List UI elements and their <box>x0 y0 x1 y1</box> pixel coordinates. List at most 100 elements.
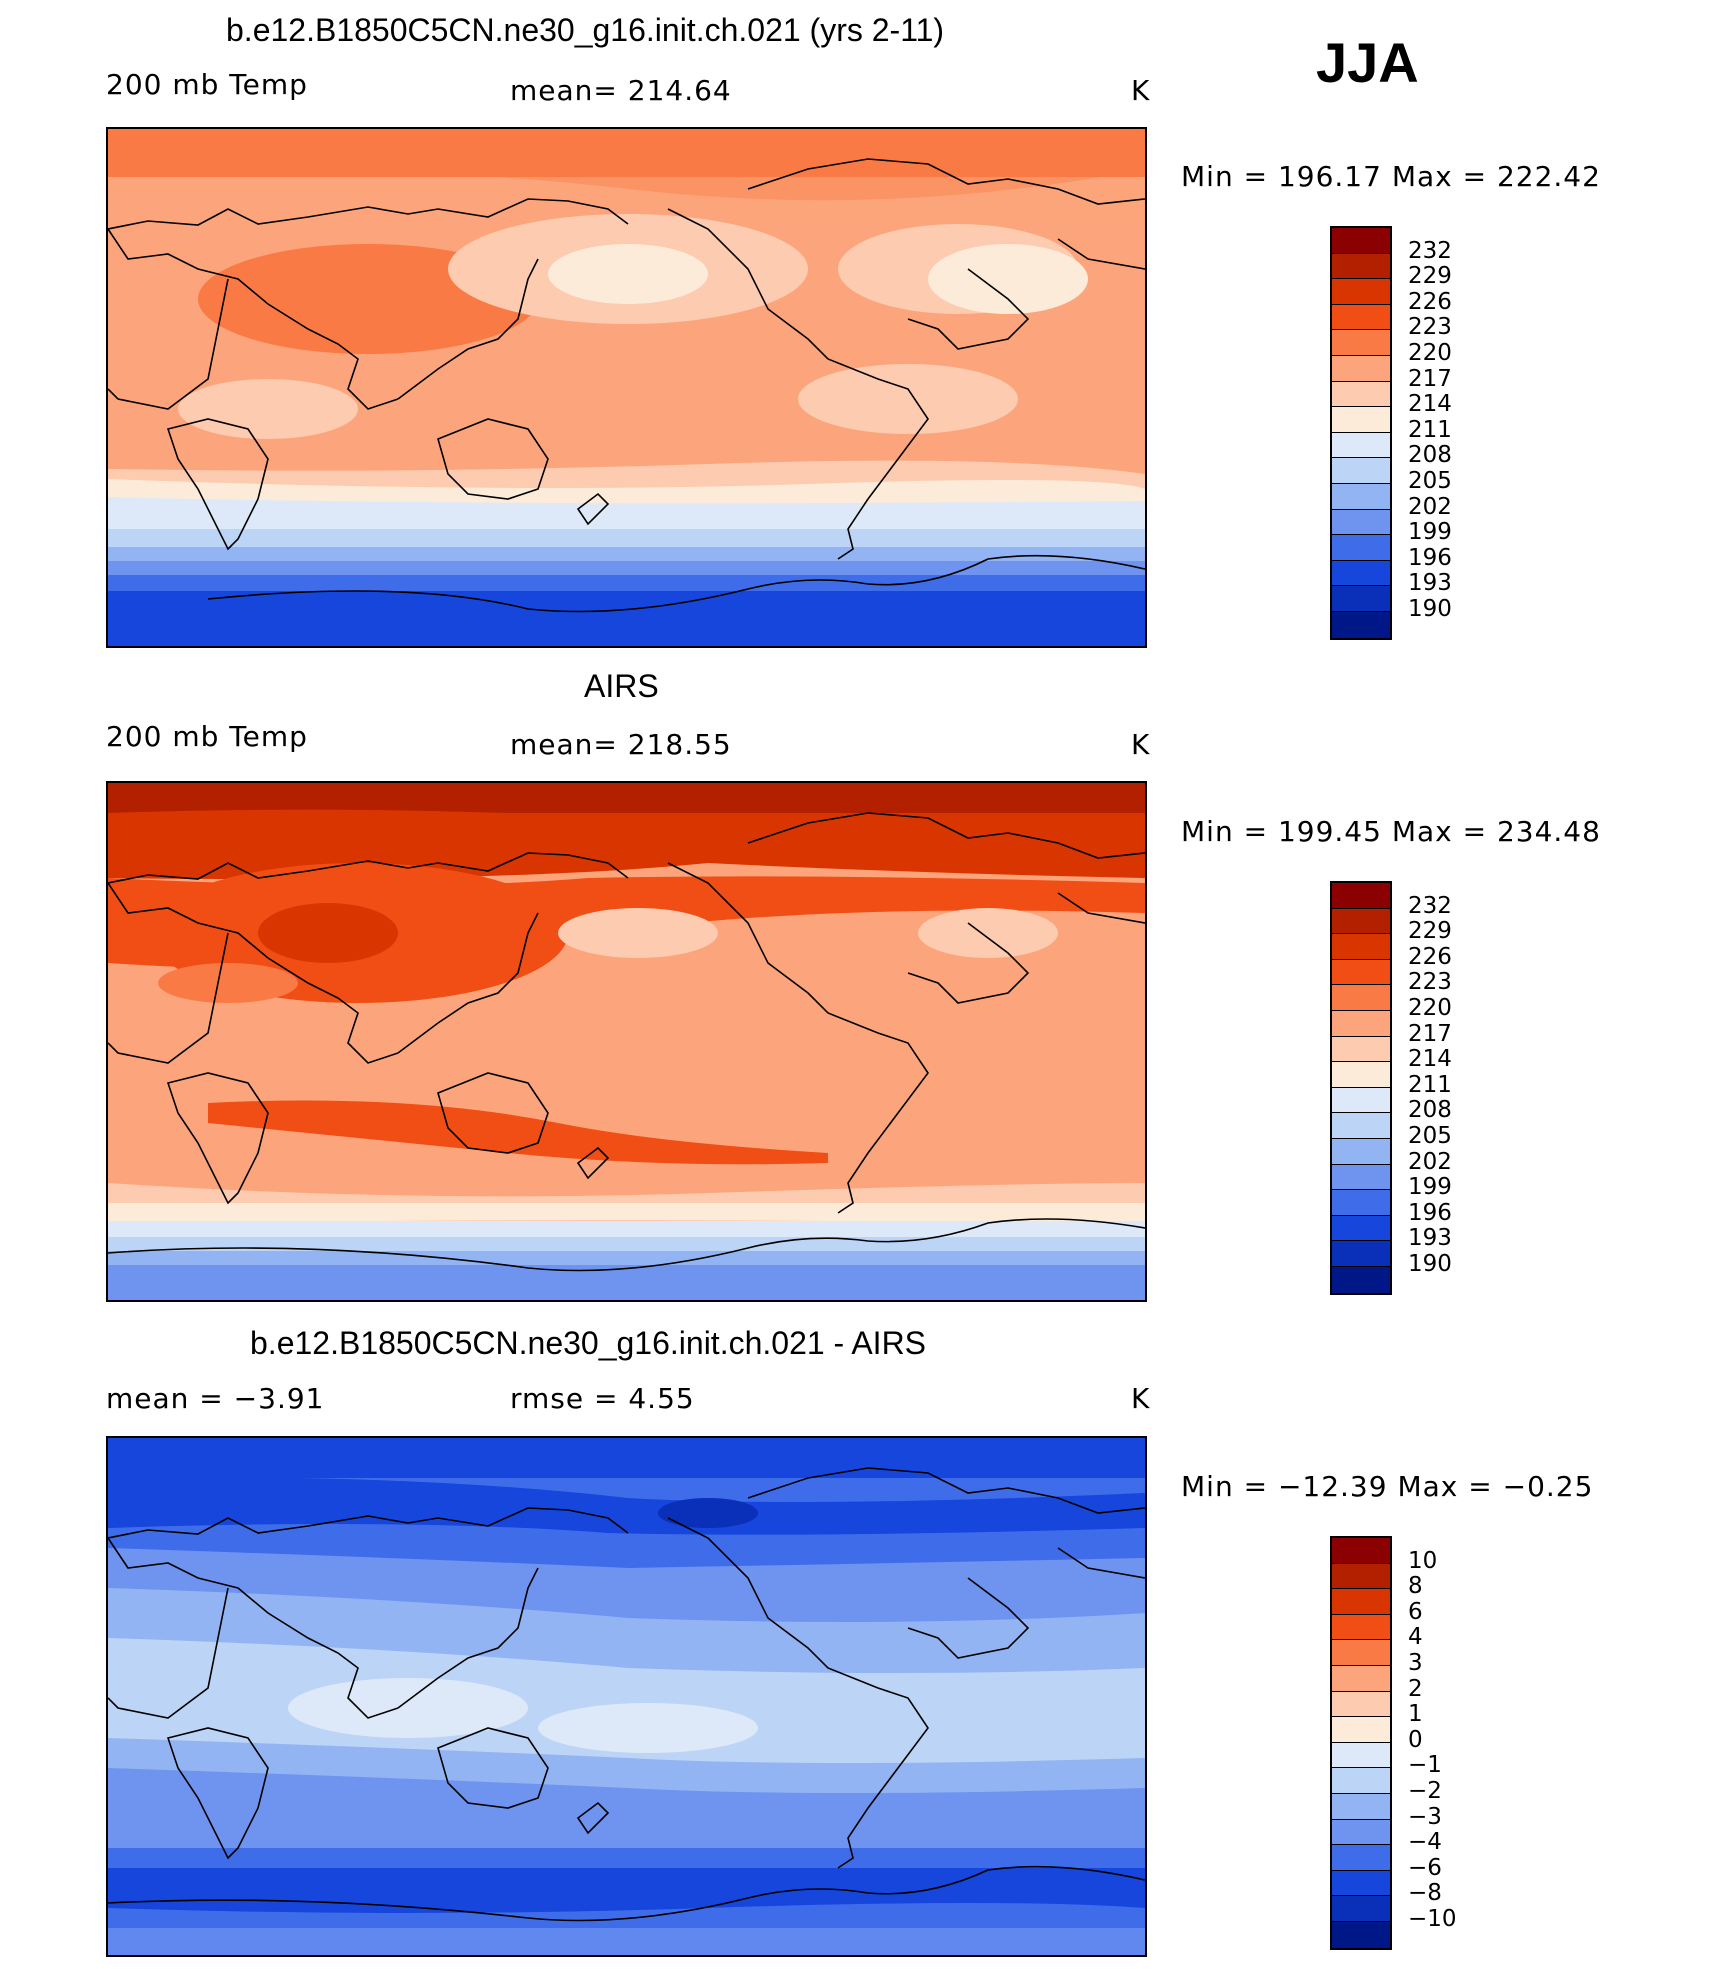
colorbar-tick-label: 202 <box>1408 493 1452 520</box>
colorbar-swatch <box>1332 560 1390 587</box>
panel3-colorbar <box>1330 1536 1392 1950</box>
colorbar-tick-label: 205 <box>1408 468 1452 494</box>
colorbar-swatch <box>1332 407 1390 433</box>
panel2-minmax: Min = 199.45 Max = 234.48 <box>1181 815 1601 848</box>
colorbar-swatch <box>1332 1614 1390 1641</box>
colorbar-tick-label: 211 <box>1408 416 1452 443</box>
colorbar-tick-label: −3 <box>1408 1803 1442 1830</box>
colorbar-swatch <box>1332 1164 1390 1191</box>
colorbar-tick-label: 217 <box>1408 365 1452 392</box>
colorbar-swatch <box>1332 1640 1390 1666</box>
panel1-units-label: K <box>1131 74 1151 107</box>
panel2-map <box>106 781 1147 1302</box>
colorbar-swatch <box>1332 535 1390 561</box>
panel2-mean-label: mean= 218.55 <box>510 728 732 761</box>
colorbar-tick-label: 220 <box>1408 340 1452 366</box>
colorbar-tick-label: 208 <box>1408 1097 1452 1124</box>
colorbar-tick-label: 226 <box>1408 288 1452 315</box>
colorbar-swatch <box>1332 1691 1390 1718</box>
colorbar-tick-label: 226 <box>1408 943 1452 970</box>
colorbar-swatch <box>1332 432 1390 459</box>
panel3-map <box>106 1436 1147 1957</box>
colorbar-swatch <box>1332 1010 1390 1037</box>
colorbar-tick-label: 205 <box>1408 1123 1452 1149</box>
colorbar-tick-label: 1 <box>1408 1701 1423 1728</box>
colorbar-swatch <box>1332 330 1390 356</box>
colorbar-swatch <box>1332 1036 1390 1063</box>
colorbar-tick-label: 229 <box>1408 263 1452 290</box>
colorbar-swatch <box>1332 1717 1390 1743</box>
colorbar-swatch <box>1332 1266 1390 1293</box>
colorbar-swatch <box>1332 1538 1390 1564</box>
colorbar-swatch <box>1332 458 1390 484</box>
colorbar-swatch <box>1332 1563 1390 1590</box>
colorbar-swatch <box>1332 1921 1390 1948</box>
colorbar-swatch <box>1332 1742 1390 1769</box>
colorbar-swatch <box>1332 611 1390 638</box>
panel2-colorbar <box>1330 881 1392 1295</box>
colorbar-tick-label: −10 <box>1408 1906 1457 1932</box>
panel2-contour-field <box>108 783 1145 1300</box>
colorbar-swatch <box>1332 228 1390 254</box>
panel1-map <box>106 127 1147 648</box>
colorbar-swatch <box>1332 483 1390 510</box>
colorbar-swatch <box>1332 985 1390 1011</box>
colorbar-tick-label: 214 <box>1408 1046 1452 1073</box>
panel3-mean-label: mean = −3.91 <box>106 1382 325 1415</box>
panel2-units-label: K <box>1131 728 1151 761</box>
colorbar-swatch <box>1332 253 1390 280</box>
colorbar-swatch <box>1332 304 1390 331</box>
colorbar-tick-label: −4 <box>1408 1829 1442 1856</box>
colorbar-swatch <box>1332 1190 1390 1216</box>
colorbar-tick-label: 193 <box>1408 1225 1452 1252</box>
colorbar-tick-label: 190 <box>1408 1251 1452 1277</box>
colorbar-swatch <box>1332 279 1390 305</box>
colorbar-tick-label: 193 <box>1408 570 1452 597</box>
colorbar-tick-label: 223 <box>1408 969 1452 996</box>
panel3-title: b.e12.B1850C5CN.ne30_g16.init.ch.021 - A… <box>250 1325 927 1361</box>
colorbar-swatch <box>1332 934 1390 960</box>
panel2-title: AIRS <box>584 668 659 704</box>
colorbar-tick-label: 199 <box>1408 519 1452 546</box>
colorbar-tick-label: 202 <box>1408 1148 1452 1175</box>
colorbar-tick-label: 208 <box>1408 442 1452 469</box>
panel3-minmax: Min = −12.39 Max = −0.25 <box>1181 1470 1594 1503</box>
colorbar-swatch <box>1332 1896 1390 1922</box>
colorbar-swatch <box>1332 1062 1390 1088</box>
colorbar-swatch <box>1332 586 1390 612</box>
colorbar-tick-label: 199 <box>1408 1174 1452 1201</box>
colorbar-swatch <box>1332 1845 1390 1871</box>
panel1-minmax: Min = 196.17 Max = 222.42 <box>1181 160 1601 193</box>
colorbar-tick-label: 10 <box>1408 1547 1438 1574</box>
colorbar-swatch <box>1332 1589 1390 1615</box>
colorbar-tick-label: 223 <box>1408 314 1452 341</box>
season-label: JJA <box>1316 31 1419 94</box>
colorbar-tick-label: 8 <box>1408 1573 1423 1600</box>
colorbar-tick-label: 214 <box>1408 391 1452 418</box>
panel1-variable-label: 200 mb Temp <box>106 68 308 101</box>
colorbar-swatch <box>1332 1087 1390 1114</box>
colorbar-swatch <box>1332 1241 1390 1267</box>
colorbar-swatch <box>1332 883 1390 909</box>
colorbar-tick-label: 0 <box>1408 1726 1423 1753</box>
colorbar-swatch <box>1332 908 1390 935</box>
colorbar-tick-label: 217 <box>1408 1020 1452 1047</box>
colorbar-swatch <box>1332 1819 1390 1846</box>
colorbar-swatch <box>1332 1768 1390 1794</box>
colorbar-swatch <box>1332 1113 1390 1139</box>
panel3-rmse-label: rmse = 4.55 <box>510 1382 695 1415</box>
colorbar-tick-label: 196 <box>1408 1199 1452 1226</box>
colorbar-tick-label: 190 <box>1408 596 1452 622</box>
colorbar-tick-label: −1 <box>1408 1752 1442 1779</box>
colorbar-swatch <box>1332 355 1390 382</box>
panel2-variable-label: 200 mb Temp <box>106 720 308 753</box>
panel1-mean-label: mean= 214.64 <box>510 74 732 107</box>
colorbar-tick-label: 3 <box>1408 1650 1423 1676</box>
colorbar-swatch <box>1332 1870 1390 1897</box>
colorbar-swatch <box>1332 1793 1390 1820</box>
colorbar-tick-label: −2 <box>1408 1778 1442 1804</box>
colorbar-tick-label: 232 <box>1408 892 1452 919</box>
colorbar-tick-label: 229 <box>1408 918 1452 945</box>
colorbar-tick-label: −6 <box>1408 1854 1442 1881</box>
panel1-colorbar <box>1330 226 1392 640</box>
